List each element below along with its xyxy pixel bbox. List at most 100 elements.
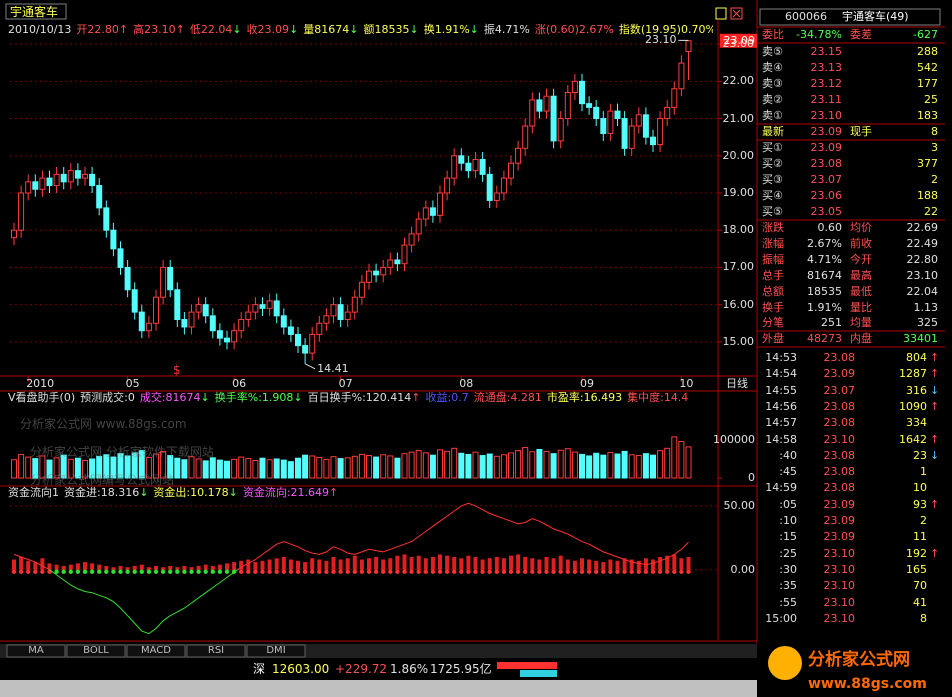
y-tick-label: 16.00 [722,297,755,311]
tab-label: DMI [266,645,286,656]
flow-bar [196,565,201,570]
info-arrow: ↑ [329,486,339,499]
zero-dot [182,569,187,574]
flow-bar [210,565,215,570]
flow-bar [338,559,343,570]
flow-bar [146,567,151,570]
candle-body [316,322,323,335]
info-arrow: ↓ [349,23,359,36]
tab[interactable] [246,644,306,658]
book-volume: 2 [931,173,938,186]
candle-body [429,207,436,216]
signal-mark: $ [173,363,181,377]
volume-bar [635,455,642,479]
last-price-label: 23.09 [723,33,756,47]
candle-body [287,326,294,335]
book-volume: 3 [931,141,938,154]
candle-body [330,304,337,317]
info-text: 资金流向1 [8,486,59,499]
tick-arrow: ↑ [930,399,940,413]
tick-price: 23.08 [823,465,856,479]
volume-bar [266,459,273,479]
tick-time: :25 [779,546,797,560]
tab-label: RSI [207,645,225,656]
flow-bar [12,559,16,570]
tab[interactable] [126,644,186,658]
flow-bar [260,560,265,570]
volume-bar [131,452,138,479]
candle-body [138,311,145,332]
stat-label: 外盘 [762,332,784,346]
info-text: 开22.80 [76,23,119,36]
tick-volume: 804 [906,351,927,364]
field-label: 委比 [762,28,784,41]
info-arrow: ↓ [469,23,479,36]
volume-bar [60,454,67,479]
flow-bar [75,563,80,570]
tick-time: :15 [779,530,797,544]
tick-time: :45 [779,465,797,479]
tick-price: 23.10 [823,432,856,446]
tick-price: 23.10 [823,546,856,560]
volume-bar [295,457,301,479]
tick-arrow: ↓ [930,448,940,462]
candle-body [586,103,593,108]
tab-label: MACD [141,645,171,656]
candle-body [671,88,678,108]
zero-dot [416,569,421,574]
candle-body [160,266,167,298]
candle-body [678,62,685,90]
volume-bar [138,450,145,479]
flow-bar [232,562,237,570]
zero-dot [118,569,123,574]
y-tick-label: 50.00 [723,498,756,512]
volume-bar [280,459,287,479]
volume-bar [287,461,294,479]
candle-body [515,147,522,164]
flow-bar [246,559,251,570]
candle-body [295,333,301,347]
tab[interactable] [66,644,126,658]
flow-info: 资金流向1 资金进:18.316↓ 资金出:10.178↓ 资金流向:21.649↑ [8,486,718,500]
candle-body [224,337,230,343]
candle-body [195,304,202,313]
tick-price: 23.10 [823,562,856,576]
flow-bar [104,565,109,570]
zero-dot [402,569,407,574]
volume-bar [373,456,380,479]
zero-dot [146,569,152,574]
candle-body [642,114,649,138]
zero-dot [196,569,201,574]
info-item: 成交:81674↓ [140,391,210,405]
stat-label: 均价 [850,221,872,234]
tab[interactable] [6,644,66,658]
stat-label: 涨幅 [762,236,784,250]
flow-bar [466,555,471,570]
info-text: 资金流向:21.649 [242,486,330,499]
tab[interactable] [186,644,246,658]
info-item: 指数(19.95)0.70% [619,23,713,37]
info-arrow: ↓ [228,486,238,499]
book-volume: 188 [917,189,938,202]
flow-bar [686,556,691,570]
flow-bar [501,558,506,570]
volume-bar [309,455,316,479]
status-amount: 1725.95亿 [430,662,492,676]
book-label: 卖③ [762,77,783,90]
flow-bar [317,559,322,570]
zero-dot [643,569,649,574]
flow-bar [161,567,166,570]
book-label: 卖④ [762,61,783,74]
status-percent: 1.86% [390,662,429,676]
tick-time: 14:57 [765,416,797,430]
stat-value: 1.13 [913,300,939,314]
flow-bar [658,556,663,570]
icon-close[interactable] [730,7,743,20]
icon-down[interactable] [715,7,727,20]
info-item: 2010/10/13 [8,23,71,37]
volume-bar [614,453,621,479]
tick-time: :10 [779,514,797,527]
info-item: 低22.04↓ [190,23,242,37]
zero-dot [68,569,74,574]
candle-body [408,233,415,246]
